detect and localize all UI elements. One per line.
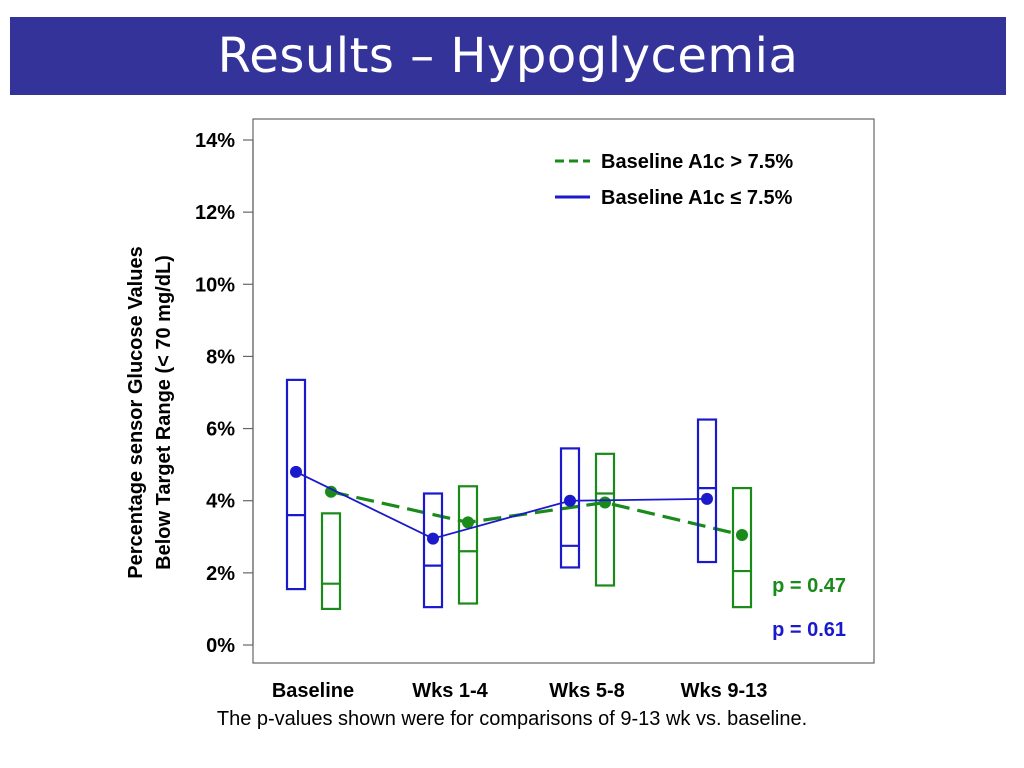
mean-point xyxy=(701,492,713,505)
y-tick-label: 0% xyxy=(206,635,235,657)
legend-label: Baseline A1c ≤ 7.5% xyxy=(601,187,793,209)
y-tick-label: 2% xyxy=(206,563,235,585)
y-axis: 0% 2% 4% 6% 8% 10% 12% 14% xyxy=(195,130,254,657)
series-line xyxy=(295,471,708,540)
footnote: The p-values shown were for comparisons … xyxy=(216,708,808,730)
box xyxy=(422,492,444,609)
box xyxy=(457,485,479,605)
x-tick-label: Baseline xyxy=(272,680,354,702)
y-axis-label-line: Below Target Range (< 70 mg/dL) xyxy=(153,255,175,570)
box xyxy=(731,486,753,609)
mean-point xyxy=(290,465,302,478)
box xyxy=(696,418,718,564)
x-axis: Baseline Wks 1-4 Wks 5-8 Wks 9-13 xyxy=(272,680,767,702)
y-axis-label: Percentage sensor Glucose Values Below Ta… xyxy=(125,246,175,578)
p-value-high: p = 0.47 xyxy=(772,575,846,597)
y-tick-label: 6% xyxy=(206,419,235,441)
series-line xyxy=(330,490,743,537)
x-tick-label: Wks 1-4 xyxy=(412,680,488,702)
p-value-low: p = 0.61 xyxy=(772,619,846,641)
legend: Baseline A1c > 7.5% Baseline A1c ≤ 7.5% xyxy=(555,151,793,209)
mean-point xyxy=(736,528,748,541)
page-title: Results – Hypoglycemia xyxy=(217,28,799,84)
title-bar: Results – Hypoglycemia xyxy=(10,17,1006,95)
box xyxy=(285,378,307,591)
box xyxy=(594,452,616,587)
mean-point xyxy=(564,494,576,507)
y-axis-label-line: Percentage sensor Glucose Values xyxy=(125,246,147,578)
mean-point xyxy=(427,532,439,545)
y-tick-label: 12% xyxy=(195,202,235,224)
y-tick-label: 14% xyxy=(195,130,235,152)
series-high xyxy=(320,452,753,611)
mean-point xyxy=(599,496,611,509)
x-tick-label: Wks 9-13 xyxy=(681,680,768,702)
series-low xyxy=(285,378,718,609)
x-tick-label: Wks 5-8 xyxy=(549,680,625,702)
y-tick-label: 8% xyxy=(206,346,235,368)
mean-point xyxy=(462,516,474,529)
chart-marks xyxy=(285,378,753,611)
y-tick-label: 10% xyxy=(195,274,235,296)
y-tick-label: 4% xyxy=(206,491,235,513)
mean-point xyxy=(325,485,337,498)
box xyxy=(559,447,581,569)
box xyxy=(320,512,342,611)
p-values: p = 0.47 p = 0.61 xyxy=(772,575,846,641)
legend-label: Baseline A1c > 7.5% xyxy=(601,151,793,173)
